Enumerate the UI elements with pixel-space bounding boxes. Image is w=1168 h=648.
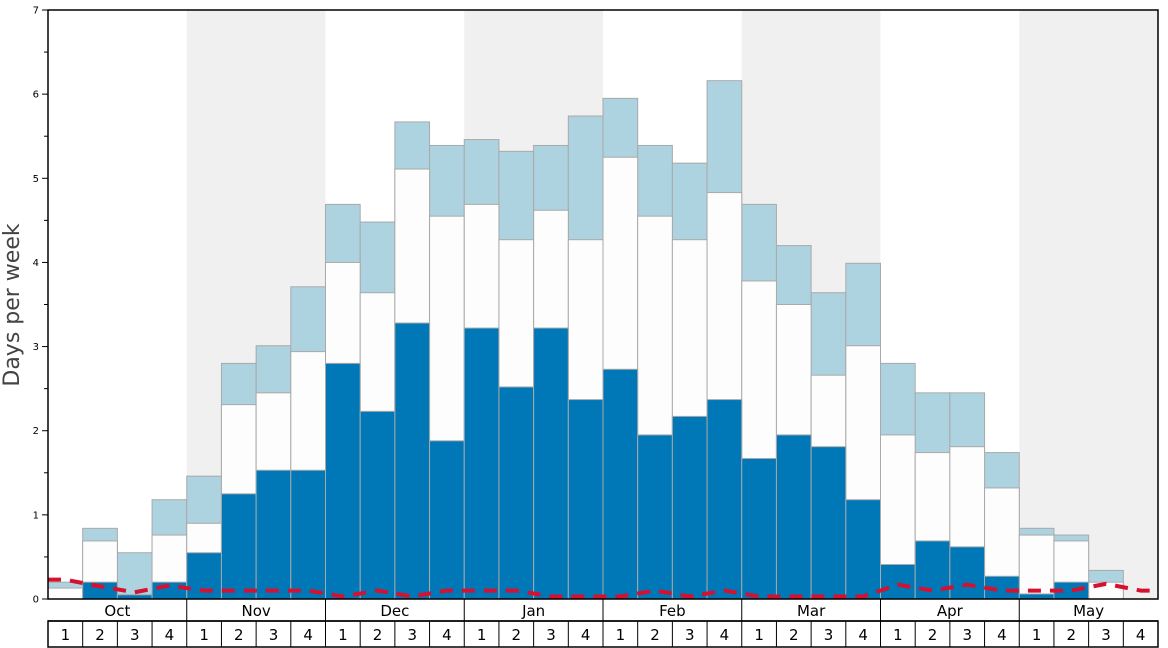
bar-series-1	[637, 434, 673, 600]
bar-series-1	[706, 399, 743, 600]
week-label: 3	[824, 626, 834, 644]
bar-series-1	[671, 415, 708, 600]
bar-series-2	[47, 587, 84, 600]
bar-series-1	[394, 322, 431, 600]
bar-series-1	[359, 410, 396, 600]
y-tick-label: 4	[33, 258, 39, 269]
y-tick-label: 1	[33, 510, 39, 521]
bar-series-1	[429, 440, 465, 600]
week-label: 3	[1101, 626, 1111, 644]
week-label: 2	[234, 626, 244, 644]
week-label: 2	[928, 626, 938, 644]
week-label: 2	[650, 626, 660, 644]
y-axis: 0 1 2 3 4 5 6 7	[33, 6, 48, 606]
week-label: 3	[269, 626, 279, 644]
week-label: 1	[1032, 626, 1042, 644]
month-label: Mar	[797, 602, 826, 620]
y-tick-label: 0	[33, 595, 39, 606]
week-label: 4	[720, 626, 730, 644]
bar-series-1	[220, 493, 257, 600]
week-label: 2	[512, 626, 522, 644]
week-label: 2	[789, 626, 799, 644]
week-label: 2	[95, 626, 105, 644]
week-label: 2	[373, 626, 383, 644]
y-tick-label: 6	[33, 90, 39, 101]
bar-series-1	[533, 327, 569, 600]
week-label: 4	[1136, 626, 1146, 644]
bars-layer	[47, 80, 1124, 600]
bar-series-1	[602, 368, 639, 600]
month-label: Jan	[521, 602, 545, 620]
y-tick-label: 5	[33, 174, 39, 185]
bar-series-1	[290, 469, 326, 600]
bar-series-1	[775, 434, 812, 600]
month-label: Dec	[380, 602, 409, 620]
y-tick-label: 3	[33, 342, 39, 353]
week-label: 1	[61, 626, 71, 644]
week-label: 1	[338, 626, 348, 644]
bar-series-1	[151, 581, 188, 600]
x-axis-weeks: 1 2 3 4 1 2 3 4 1 2 3 4 1 2 3 4 1 2 3 4 1 2 3 4 1 2 3 4 1 2 3 4	[47, 620, 1159, 648]
x-axis-months: Oct Nov Dec Jan Feb Mar Apr May	[48, 599, 1158, 622]
bar-series-1	[255, 469, 292, 600]
week-label: 2	[1067, 626, 1077, 644]
bar-series-1	[949, 546, 986, 600]
week-label: 1	[199, 626, 209, 644]
month-label: Oct	[104, 602, 130, 620]
bar-series-1	[463, 327, 500, 600]
week-label: 4	[303, 626, 313, 644]
week-label: 3	[685, 626, 695, 644]
bar-series-1	[498, 386, 535, 600]
week-label: 3	[407, 626, 417, 644]
week-label: 3	[962, 626, 972, 644]
trend-line-series-4	[48, 577, 1158, 599]
week-label: 3	[130, 626, 140, 644]
week-label: 1	[893, 626, 903, 644]
bar-series-1	[880, 564, 916, 600]
month-label: May	[1073, 602, 1104, 620]
bar-series-1	[567, 399, 604, 600]
month-shade-band	[1019, 10, 1158, 599]
week-label: 4	[997, 626, 1007, 644]
month-label: Nov	[241, 602, 270, 620]
y-tick-label: 2	[33, 426, 39, 437]
y-axis-title: Days per week	[0, 223, 25, 386]
month-label: Feb	[659, 602, 686, 620]
week-label: 4	[442, 626, 452, 644]
month-label: Apr	[937, 602, 964, 620]
week-label: 1	[616, 626, 626, 644]
week-label: 4	[165, 626, 175, 644]
week-label: 4	[858, 626, 868, 644]
bar-series-1	[325, 362, 361, 600]
bar-series-1	[741, 457, 777, 600]
week-label: 1	[477, 626, 487, 644]
bar-series-1	[810, 446, 847, 600]
week-label: 3	[546, 626, 556, 644]
bar-series-1	[1018, 593, 1055, 600]
trend-line-layer	[48, 577, 1158, 599]
week-label: 4	[581, 626, 591, 644]
week-label: 1	[754, 626, 764, 644]
y-tick-label: 7	[33, 6, 39, 17]
bar-series-1	[845, 499, 881, 600]
